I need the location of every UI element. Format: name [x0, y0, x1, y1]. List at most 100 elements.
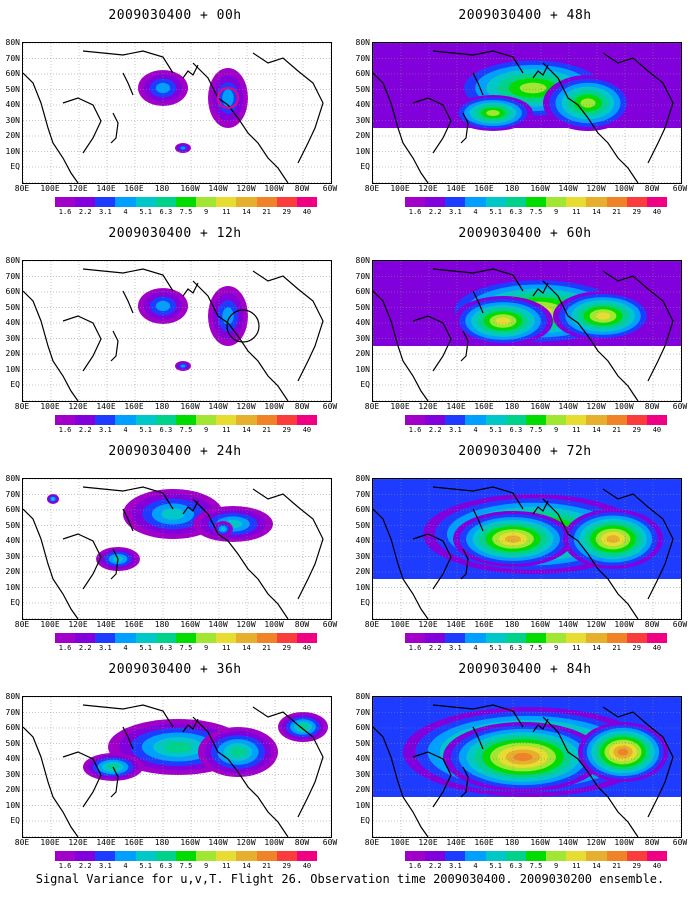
map-plot-area	[22, 42, 332, 184]
colorbar-tick: 9	[204, 644, 209, 652]
colorbar-tick: 14	[592, 644, 601, 652]
colorbar-tick: 1.6	[408, 208, 422, 216]
latitude-label: 70N	[355, 53, 370, 63]
colorbar-tick: 7.5	[179, 208, 193, 216]
longitude-label: 180	[504, 620, 520, 629]
colorbar-tick: 3.1	[449, 862, 462, 870]
longitude-label: 120E	[418, 620, 438, 629]
longitude-label: 80W	[294, 402, 310, 411]
latitude-label: 20N	[5, 567, 20, 576]
colorbar-tick: 4	[123, 426, 128, 434]
map-plot-area	[372, 42, 682, 184]
longitude-label: 100W	[614, 184, 634, 193]
latitude-label: 40N	[355, 536, 370, 545]
variance-contour	[161, 508, 185, 520]
longitude-label: 100W	[614, 838, 634, 847]
longitude-label: 80E	[364, 184, 380, 193]
colorbar-tick: 40	[652, 208, 662, 216]
colorbar-tick: 2.2	[428, 644, 442, 652]
map-plot-area	[372, 260, 682, 402]
colorbar-tick: 2.2	[78, 644, 92, 652]
colorbar-tick: 21	[262, 208, 271, 216]
colorbar-tick: 21	[612, 426, 621, 434]
colorbar-tick: 7.5	[529, 862, 543, 870]
longitude-label: 160W	[530, 402, 550, 411]
colorbar-tick: 2.2	[428, 208, 442, 216]
longitude-label: 140E	[446, 838, 466, 847]
latitude-label: 30N	[355, 551, 370, 561]
longitude-label: 160E	[124, 184, 144, 193]
variance-contour	[222, 89, 234, 107]
colorbar-tick: 3.1	[449, 644, 462, 652]
longitude-label: 80W	[644, 838, 660, 847]
colorbar-tick: 7.5	[529, 208, 543, 216]
colorbar-tick: 2.2	[78, 862, 92, 870]
longitude-label: 160E	[474, 620, 494, 629]
colorbar	[405, 197, 668, 207]
longitude-label: 60W	[322, 620, 338, 629]
panel-title: 2009030400 + 48h	[458, 8, 592, 23]
longitude-label: 80W	[644, 184, 660, 193]
latitude-label: 80N	[355, 256, 370, 265]
longitude-label: 180	[154, 838, 170, 847]
longitude-label: 140W	[208, 620, 228, 629]
colorbar-tick: 2.2	[428, 862, 442, 870]
longitude-label: 180	[154, 184, 170, 193]
colorbar-tick: 11	[572, 208, 581, 216]
colorbar-tick: 3.1	[99, 862, 112, 870]
map-plot-area	[372, 696, 682, 838]
colorbar-tick: 6.3	[159, 644, 173, 652]
map-panel-p00: 2009030400 + 00h 80N 70N 60N 50N 40N 30N 20N 10N…	[0, 2, 350, 217]
longitude-label: 100E	[40, 402, 60, 411]
longitude-label: 140E	[96, 620, 116, 629]
longitude-label: 140E	[446, 620, 466, 629]
colorbar-labels: 1.6 2.2 3.1 4 5.1 6.3 7.5 9 11 14 21 29 40	[55, 208, 317, 218]
latitude-label: 80N	[5, 474, 20, 483]
colorbar-tick: 29	[282, 426, 291, 434]
variance-contour	[180, 364, 186, 368]
colorbar-tick: 11	[572, 644, 581, 652]
colorbar-tick: 2.2	[78, 208, 92, 216]
latitude-label: 10N	[5, 146, 20, 156]
latitude-label: 80N	[5, 256, 20, 265]
map-panel-p36: 2009030400 + 36h 80N 70N 60N 50N 40N 30N 20N 10N…	[0, 656, 350, 871]
map-plot-area	[22, 478, 332, 620]
colorbar-tick: 11	[222, 208, 231, 216]
panel-title: 2009030400 + 00h	[108, 8, 242, 23]
latitude-label: 10N	[5, 582, 20, 592]
colorbar-tick: 9	[204, 862, 209, 870]
colorbar-tick: 5.1	[489, 426, 503, 434]
longitude-label: 120W	[236, 184, 256, 193]
colorbar-tick: 11	[572, 426, 581, 434]
variance-contour	[180, 146, 186, 150]
latitude-label: 80N	[355, 474, 370, 483]
latitude-label: 50N	[5, 302, 20, 312]
latitude-label: 40N	[355, 754, 370, 763]
latitude-label: 70N	[355, 707, 370, 717]
colorbar-tick: 2.2	[428, 426, 442, 434]
variance-contour	[580, 98, 596, 108]
longitude-label: 120E	[68, 184, 88, 193]
longitude-label: 180	[154, 402, 170, 411]
colorbar-tick: 21	[612, 862, 621, 870]
latitude-label: EQ	[10, 598, 20, 607]
longitude-label: 120E	[68, 838, 88, 847]
longitude-label: 120E	[68, 620, 88, 629]
colorbar-tick: 5.1	[489, 862, 503, 870]
longitude-label: 60W	[322, 184, 338, 193]
colorbar-tick: 4	[473, 426, 478, 434]
panel-title: 2009030400 + 24h	[108, 444, 242, 459]
panel-title: 2009030400 + 12h	[108, 226, 242, 241]
longitude-label: 100E	[390, 838, 410, 847]
colorbar-labels: 1.6 2.2 3.1 4 5.1 6.3 7.5 9 11 14 21 29 40	[405, 208, 667, 218]
colorbar	[405, 851, 668, 861]
longitude-label: 120E	[418, 184, 438, 193]
longitude-label: 100W	[614, 402, 634, 411]
variance-contour	[519, 82, 547, 94]
longitude-label: 120E	[418, 838, 438, 847]
latitude-label: 40N	[355, 318, 370, 327]
latitude-label: 70N	[5, 707, 20, 717]
longitude-label: 120W	[236, 838, 256, 847]
colorbar-tick: 14	[242, 862, 251, 870]
colorbar-tick: 29	[632, 208, 641, 216]
